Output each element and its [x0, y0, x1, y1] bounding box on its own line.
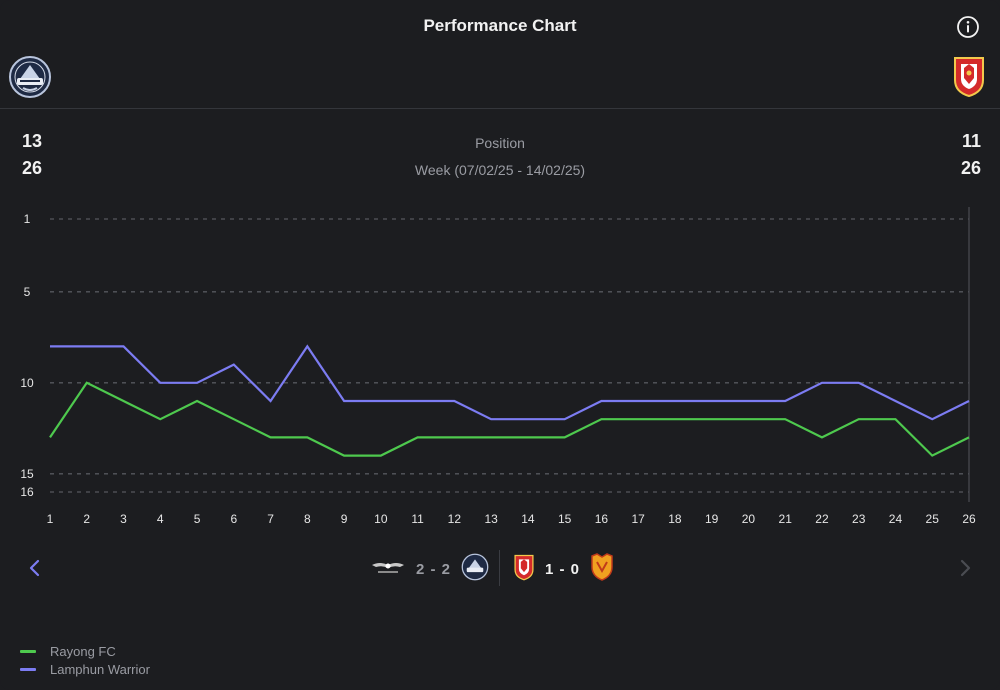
orange-shield-crest-icon	[590, 552, 614, 586]
x-tick-label: 11	[411, 512, 424, 526]
chevron-right-icon[interactable]	[952, 555, 978, 581]
y-tick-label: 1	[24, 212, 31, 226]
x-tick-label: 17	[631, 512, 645, 526]
legend-item-rayong: Rayong FC	[20, 642, 150, 660]
x-tick-label: 19	[705, 512, 719, 526]
match-result-2[interactable]: 1 - 0	[513, 552, 614, 586]
y-tick-label: 5	[24, 285, 31, 299]
chart-legend: Rayong FC Lamphun Warrior	[20, 642, 150, 678]
series-line-rayong	[49, 381, 970, 457]
x-tick-label: 13	[484, 512, 498, 526]
y-tick-label: 15	[20, 467, 34, 481]
match-2-score: 1 - 0	[545, 560, 581, 578]
left-team-total: 26	[22, 158, 43, 178]
rayong-fc-crest-icon	[461, 553, 489, 586]
x-tick-label: 26	[962, 512, 976, 526]
x-tick-label: 8	[304, 512, 311, 526]
series-line-lamphun	[50, 344, 970, 421]
lamphun-warrior-crest-icon	[513, 553, 535, 586]
x-tick-label: 16	[595, 512, 609, 526]
match-separator	[499, 550, 500, 586]
y-tick-label: 10	[20, 376, 34, 390]
rayong-fc-crest-icon	[8, 55, 52, 99]
x-tick-label: 4	[157, 512, 164, 526]
position-label: Position	[475, 135, 525, 151]
x-tick-label: 10	[374, 512, 388, 526]
x-tick-label: 6	[230, 512, 237, 526]
legend-swatch-rayong	[20, 649, 36, 653]
x-tick-label: 21	[779, 512, 793, 526]
page-title: Performance Chart	[423, 16, 577, 35]
wing-emblem-crest-icon	[370, 557, 406, 582]
x-tick-label: 7	[267, 512, 274, 526]
x-tick-label: 2	[83, 512, 90, 526]
match-1-score: 2 - 2	[416, 560, 452, 578]
x-tick-label: 12	[448, 512, 462, 526]
x-tick-label: 23	[852, 512, 866, 526]
x-tick-label: 9	[341, 512, 348, 526]
week-range-label: Week (07/02/25 - 14/02/25)	[414, 162, 586, 178]
x-tick-label: 14	[521, 512, 535, 526]
legend-label-rayong: Rayong FC	[50, 643, 116, 659]
legend-swatch-lamphun	[20, 667, 36, 671]
x-tick-label: 18	[668, 512, 682, 526]
x-tick-label: 15	[558, 512, 572, 526]
y-tick-label: 16	[20, 485, 34, 499]
x-tick-label: 1	[47, 512, 54, 526]
right-team-total: 26	[960, 158, 981, 178]
x-tick-label: 3	[120, 512, 127, 526]
lamphun-warrior-crest-icon	[952, 54, 986, 98]
info-icon[interactable]	[956, 15, 980, 39]
legend-item-lamphun: Lamphun Warrior	[20, 660, 150, 678]
chevron-left-icon[interactable]	[22, 555, 48, 581]
legend-label-lamphun: Lamphun Warrior	[50, 661, 150, 677]
left-team-position: 13	[22, 131, 43, 151]
x-tick-label: 25	[926, 512, 940, 526]
x-tick-label: 24	[889, 512, 903, 526]
right-team-position: 11	[961, 131, 981, 151]
header-divider	[0, 108, 1000, 109]
x-tick-label: 22	[815, 512, 829, 526]
x-tick-label: 20	[742, 512, 756, 526]
x-tick-label: 5	[194, 512, 201, 526]
match-result-1[interactable]: 2 - 2	[370, 552, 489, 586]
